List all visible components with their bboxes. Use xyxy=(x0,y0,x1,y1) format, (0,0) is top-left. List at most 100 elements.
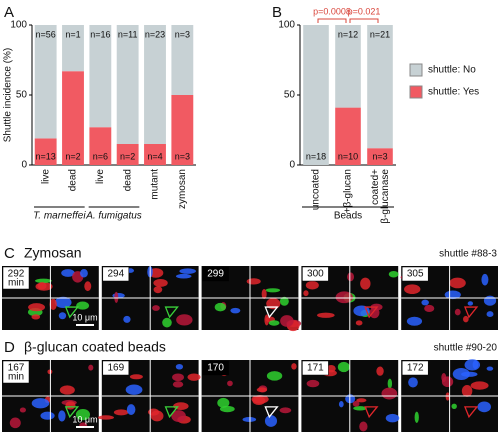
n-label: n=56 xyxy=(36,29,56,39)
cell-signal xyxy=(75,408,91,421)
cell-signal xyxy=(268,320,280,326)
cell-signal xyxy=(414,411,419,423)
cell-signal xyxy=(463,315,469,323)
p-value: p=0.021 xyxy=(348,6,381,16)
cell-signal xyxy=(162,317,172,328)
cell-signal xyxy=(230,307,241,314)
cell-signal xyxy=(175,363,184,370)
x-tick-label: mutant xyxy=(150,169,161,200)
scale-label: 10 μm xyxy=(72,312,97,322)
bar-segment xyxy=(89,127,112,165)
panel-title: β-glucan coated beads xyxy=(24,339,166,355)
cell-signal xyxy=(246,278,261,285)
cell-signal xyxy=(265,288,281,293)
cell-signal xyxy=(477,401,491,413)
p-value: p=0.0008 xyxy=(313,6,351,16)
n-label: n=16 xyxy=(90,29,110,39)
n-label: n=2 xyxy=(120,151,135,161)
time-box xyxy=(202,360,229,376)
cell-signal xyxy=(80,269,88,278)
significance-bracket xyxy=(317,18,347,23)
legend-label: shuttle: Yes xyxy=(428,87,479,98)
cell-signal xyxy=(28,303,46,312)
cell-signal xyxy=(441,372,447,383)
cell-signal xyxy=(97,415,115,420)
n-label: n=3 xyxy=(175,29,190,39)
cell-signal xyxy=(486,366,494,371)
group-label: T. marneffei xyxy=(33,211,86,222)
cell-signal xyxy=(467,301,474,306)
time-unit: min xyxy=(8,372,24,383)
cell-signal xyxy=(76,301,90,310)
arrowhead xyxy=(264,306,279,319)
n-label: n=4 xyxy=(147,151,162,161)
cell-signal xyxy=(303,290,309,297)
time-box xyxy=(2,360,30,384)
cell-signal xyxy=(114,291,119,304)
cell-signal xyxy=(171,410,186,422)
bar-segment xyxy=(367,148,393,165)
cell-signal xyxy=(472,360,479,370)
bar-segment xyxy=(171,25,194,95)
arrowhead xyxy=(264,406,279,419)
arrowhead xyxy=(64,306,80,319)
cell-signal xyxy=(147,408,160,416)
cell-signal xyxy=(483,295,497,306)
n-label: n=18 xyxy=(306,151,326,161)
arrowhead xyxy=(463,306,479,319)
n-label: n=2 xyxy=(65,151,80,161)
bar-segment xyxy=(335,107,361,165)
arrowhead xyxy=(164,406,179,419)
cell-signal xyxy=(338,401,344,408)
time-label: 167 xyxy=(8,363,25,374)
cell-signal xyxy=(408,377,418,388)
cell-signal xyxy=(125,384,143,395)
y-tick-label: 0 xyxy=(289,160,295,171)
cell-signal xyxy=(381,387,398,400)
time-label: 294 xyxy=(107,269,124,280)
cell-signal xyxy=(152,305,160,311)
cell-signal xyxy=(31,398,50,409)
cell-signal xyxy=(280,315,294,327)
n-label: n=23 xyxy=(145,29,165,39)
cell-signal xyxy=(84,281,92,292)
cell-signal xyxy=(306,379,320,388)
cell-signal xyxy=(126,404,136,416)
cell-signal xyxy=(242,417,257,422)
cell-signal xyxy=(352,400,360,407)
bar-segment xyxy=(171,95,194,165)
time-box xyxy=(202,266,229,282)
panel-label: C xyxy=(4,245,15,262)
bar-segment xyxy=(303,25,329,165)
bar-segment xyxy=(144,144,166,165)
time-label: 299 xyxy=(207,269,224,280)
time-label: 292 xyxy=(8,269,25,280)
cell-signal xyxy=(252,396,266,405)
legend-swatch xyxy=(409,63,423,77)
cell-signal xyxy=(49,298,57,311)
time-box xyxy=(302,266,329,282)
cell-signal xyxy=(481,273,489,286)
cell-signal xyxy=(217,397,230,408)
x-tick-label: uncoated xyxy=(311,169,322,210)
legend-swatch xyxy=(409,85,423,99)
cell-signal xyxy=(376,366,384,376)
y-tick-label: 100 xyxy=(278,20,295,31)
x-tick-label: coated+β-glucanase xyxy=(370,169,391,224)
cell-signal xyxy=(404,284,421,295)
scale-label: 10 μm xyxy=(72,414,97,424)
significance-bracket xyxy=(349,18,379,23)
n-label: n=12 xyxy=(338,29,358,39)
y-tick-label: 0 xyxy=(21,160,27,171)
time-box xyxy=(401,360,429,376)
arrowhead xyxy=(164,306,179,319)
cell-signal xyxy=(305,281,319,290)
n-label: n=13 xyxy=(36,151,56,161)
arrowhead xyxy=(463,406,479,419)
cell-signal xyxy=(59,385,75,395)
cell-signal xyxy=(421,299,429,306)
cell-signal xyxy=(356,398,367,403)
y-tick-label: 50 xyxy=(16,90,28,101)
cell-signal xyxy=(335,291,354,304)
x-tick-label: live xyxy=(40,169,51,184)
